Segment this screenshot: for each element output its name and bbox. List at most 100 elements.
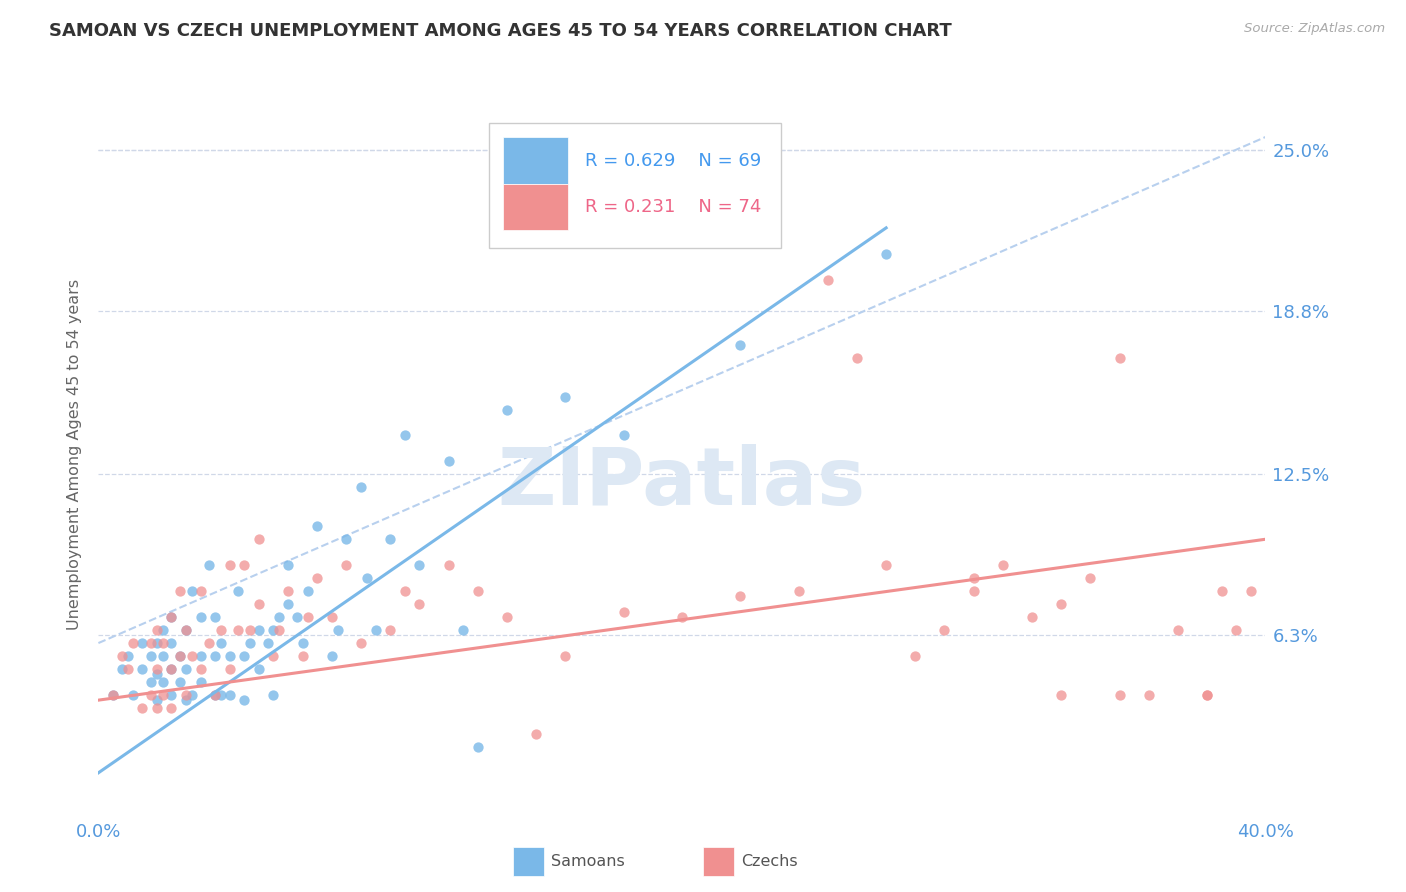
Point [1195, 688, 1218, 702]
Point [233, 558, 256, 573]
Point [160, 688, 183, 702]
Point [190, 584, 212, 599]
Point [190, 675, 212, 690]
Point [198, 558, 221, 573]
Point [228, 623, 250, 637]
Point [256, 636, 278, 650]
Point [198, 636, 221, 650]
Point [277, 558, 299, 573]
Point [817, 273, 839, 287]
Point [101, 688, 124, 702]
Point [247, 597, 270, 611]
Point [291, 648, 314, 663]
Point [152, 636, 174, 650]
Point [262, 648, 284, 663]
Point [408, 558, 430, 573]
Point [160, 636, 183, 650]
Point [146, 636, 169, 650]
Point [437, 454, 460, 468]
Point [451, 623, 474, 637]
Point [364, 623, 387, 637]
Point [152, 648, 174, 663]
Point [277, 597, 299, 611]
Point [218, 648, 240, 663]
Point [239, 623, 262, 637]
Point [934, 623, 956, 637]
Point [209, 623, 232, 637]
Point [174, 662, 197, 676]
Point [991, 558, 1014, 573]
Point [1137, 688, 1160, 702]
Point [378, 533, 402, 547]
Point [962, 571, 984, 585]
Point [174, 623, 197, 637]
Point [524, 727, 547, 741]
Point [209, 688, 232, 702]
Point [350, 480, 373, 494]
Point [218, 662, 240, 676]
Point [394, 584, 416, 599]
Point [146, 623, 169, 637]
Point [247, 623, 270, 637]
Point [408, 597, 430, 611]
Point [1080, 571, 1102, 585]
Point [122, 688, 145, 702]
Point [262, 688, 284, 702]
Point [160, 610, 183, 624]
Point [262, 623, 284, 637]
Text: Source: ZipAtlas.com: Source: ZipAtlas.com [1244, 22, 1385, 36]
Point [152, 688, 174, 702]
Point [1021, 610, 1043, 624]
Point [204, 688, 226, 702]
Point [169, 648, 191, 663]
Point [233, 693, 256, 707]
Point [437, 558, 460, 573]
Point [297, 610, 319, 624]
Point [152, 675, 174, 690]
Point [180, 648, 202, 663]
Point [146, 667, 169, 681]
Text: Czechs: Czechs [741, 855, 797, 869]
Point [122, 636, 145, 650]
FancyBboxPatch shape [503, 137, 568, 184]
Point [904, 648, 927, 663]
Point [160, 662, 183, 676]
Point [285, 610, 308, 624]
Point [728, 337, 751, 351]
Point [277, 584, 299, 599]
Point [139, 636, 162, 650]
Point [190, 662, 212, 676]
Point [307, 571, 329, 585]
Point [612, 605, 634, 619]
Point [218, 688, 240, 702]
Point [467, 584, 489, 599]
Point [335, 533, 357, 547]
Point [139, 675, 162, 690]
Point [146, 662, 169, 676]
Point [612, 428, 634, 442]
Point [169, 584, 191, 599]
Point [326, 623, 349, 637]
Point [239, 636, 262, 650]
Point [291, 636, 314, 650]
Point [269, 623, 291, 637]
Point [495, 610, 517, 624]
Point [350, 636, 373, 650]
Text: R = 0.629    N = 69: R = 0.629 N = 69 [585, 152, 761, 169]
Point [394, 428, 416, 442]
Point [321, 648, 343, 663]
Point [247, 533, 270, 547]
Point [204, 610, 226, 624]
Point [204, 688, 226, 702]
Point [146, 693, 169, 707]
Point [1108, 351, 1130, 365]
Point [146, 701, 169, 715]
Point [111, 648, 134, 663]
Point [1195, 688, 1218, 702]
Point [233, 648, 256, 663]
Point [875, 558, 897, 573]
Point [117, 648, 139, 663]
Point [160, 610, 183, 624]
Point [111, 662, 134, 676]
Point [160, 662, 183, 676]
